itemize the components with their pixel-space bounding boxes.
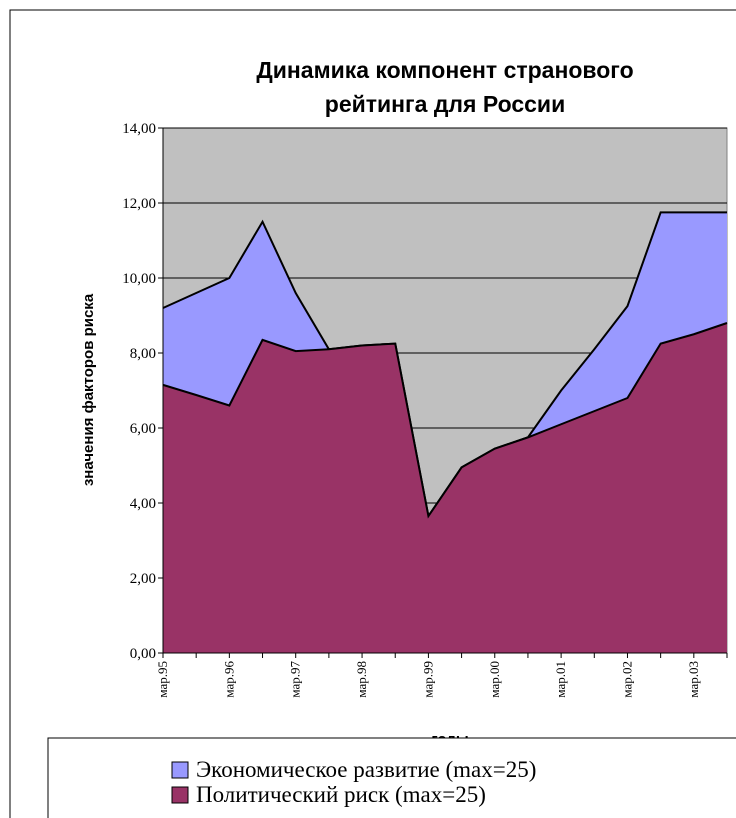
y-tick-label: 6,00 [130,421,156,437]
x-tick-label: мар.97 [288,661,303,698]
y-tick-label: 4,00 [130,496,156,512]
x-tick-label: мар.02 [619,661,634,698]
y-tick-label: 0,00 [130,646,156,662]
y-tick-label: 8,00 [130,346,156,362]
x-tick-label: мар.98 [354,661,369,698]
x-tick-label: мар.96 [221,661,236,698]
y-tick-label: 14,00 [122,121,156,137]
legend-label: Экономическое развитие (max=25) [196,757,536,782]
legend-swatch [171,761,189,779]
y-tick-label: 2,00 [130,571,156,587]
x-tick-label: мар.00 [487,661,502,698]
x-tick-label: мар.95 [155,661,170,698]
legend-box [47,737,736,818]
chart-title: Динамика компонент странового рейтинга дл… [256,57,633,117]
area [163,323,727,653]
legend-label: Политический риск (max=25) [196,782,486,807]
area-outline [162,322,728,519]
legend-swatch [171,786,189,804]
plot: 0,00 2,00 4,00 6,00 8,00 10,00 12,00 14,00 мар.9… [122,121,728,698]
y-axis-title: значения факторов риска [80,293,97,486]
y-tick-label: 10,00 [122,271,156,287]
y-tick-label: 12,00 [122,196,156,212]
x-tick-label: мар.01 [553,661,568,698]
x-tick-label: мар.99 [420,661,435,698]
x-tick-label: мар.03 [686,661,701,698]
